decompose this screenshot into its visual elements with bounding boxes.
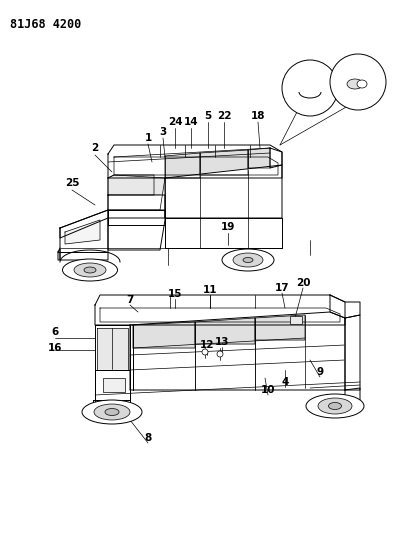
Text: 8: 8 [144,433,152,443]
Polygon shape [255,315,305,340]
Polygon shape [95,325,130,400]
Polygon shape [345,315,360,390]
Text: 4: 4 [281,377,289,387]
Text: 21: 21 [351,67,365,77]
Ellipse shape [222,249,274,271]
Text: 13: 13 [215,337,229,347]
Text: 10: 10 [261,385,275,395]
Ellipse shape [105,408,119,416]
Circle shape [202,349,208,355]
Ellipse shape [357,80,367,88]
Bar [290,316,302,324]
Polygon shape [330,295,360,318]
Bar [103,378,125,392]
Polygon shape [108,175,154,195]
Polygon shape [114,157,278,175]
Text: 3: 3 [159,127,167,137]
Polygon shape [65,220,100,244]
Polygon shape [108,145,282,178]
Ellipse shape [82,400,142,424]
Polygon shape [97,328,128,370]
Text: 81J68 4200: 81J68 4200 [10,18,81,31]
Polygon shape [195,318,255,344]
Polygon shape [165,165,282,218]
Text: 5: 5 [204,111,212,121]
Circle shape [217,351,223,357]
Circle shape [330,54,386,110]
Polygon shape [165,153,200,178]
Circle shape [282,60,338,116]
Polygon shape [165,218,282,248]
Polygon shape [130,312,345,390]
Text: 15: 15 [168,289,182,299]
Text: 11: 11 [203,285,217,295]
Text: 12: 12 [200,340,214,350]
Polygon shape [108,195,165,250]
Text: 9: 9 [316,367,324,377]
Ellipse shape [306,394,364,418]
Text: 7: 7 [126,295,134,305]
Text: 18: 18 [251,111,265,121]
Polygon shape [60,210,108,260]
Ellipse shape [84,267,96,273]
Ellipse shape [347,79,363,89]
Text: 14: 14 [184,117,198,127]
Polygon shape [200,150,248,175]
Text: 2: 2 [91,143,99,153]
Text: 16: 16 [48,343,62,353]
Text: 17: 17 [275,283,289,293]
Text: 19: 19 [221,222,235,232]
Text: 24: 24 [168,117,182,127]
Polygon shape [95,370,130,400]
Text: 23: 23 [303,73,317,83]
Polygon shape [108,175,165,210]
Polygon shape [248,148,270,168]
Polygon shape [100,308,340,322]
Ellipse shape [74,263,106,277]
Polygon shape [95,295,345,325]
Polygon shape [60,210,165,238]
Text: 1: 1 [144,133,152,143]
Ellipse shape [243,257,253,262]
Polygon shape [108,210,165,225]
Polygon shape [58,248,60,260]
Ellipse shape [233,253,263,267]
Ellipse shape [94,404,130,420]
Text: 6: 6 [51,327,59,337]
Ellipse shape [62,259,118,281]
Ellipse shape [328,402,342,409]
Text: 20: 20 [296,278,310,288]
Polygon shape [345,388,360,400]
Polygon shape [270,148,282,168]
Ellipse shape [318,398,352,414]
Polygon shape [133,322,195,348]
Text: 22: 22 [217,111,231,121]
Text: 25: 25 [65,178,79,188]
Polygon shape [93,400,130,410]
